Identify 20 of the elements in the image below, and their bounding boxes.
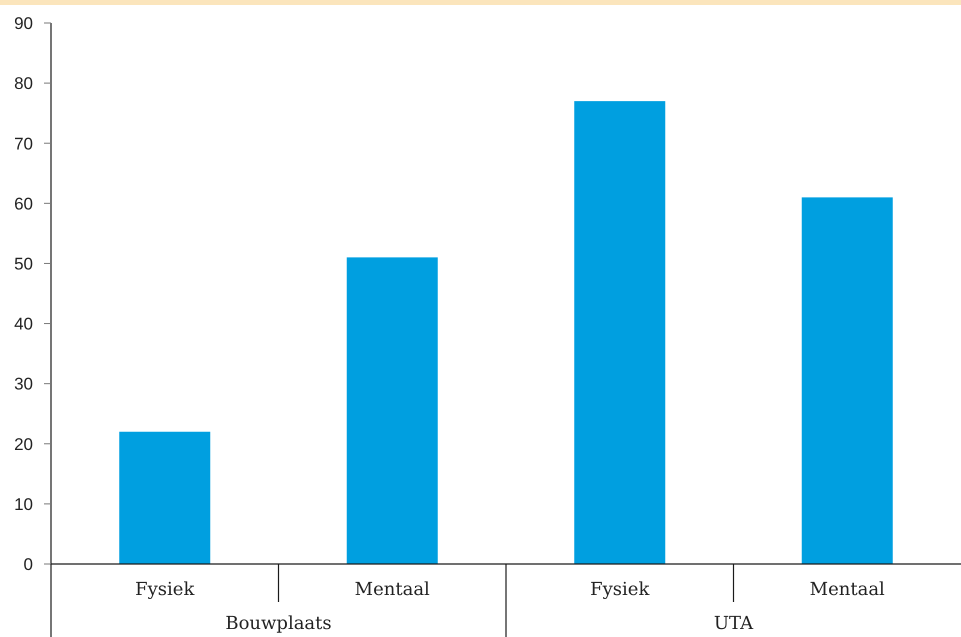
y-tick-label: 50 <box>14 254 33 274</box>
bar <box>346 257 438 564</box>
y-tick-label: 40 <box>14 314 33 334</box>
x-tick-label: Mentaal <box>810 578 886 600</box>
y-tick-label: 90 <box>14 14 33 34</box>
y-tick-label: 20 <box>14 434 33 454</box>
y-tick-label: 70 <box>14 134 33 154</box>
text: Bouwplaats <box>225 613 332 634</box>
x-tick-label: Fysiek <box>590 578 650 600</box>
y-tick-label: 10 <box>14 494 33 514</box>
y-tick-label: 80 <box>14 74 33 94</box>
bar <box>802 197 893 564</box>
text: UTA <box>714 613 754 634</box>
y-tick-label: 0 <box>24 555 33 574</box>
bar <box>574 101 666 564</box>
y-tick-label: 30 <box>14 374 33 394</box>
x-tick-label: Fysiek <box>135 578 196 600</box>
y-tick-label: 60 <box>14 194 33 214</box>
bar <box>119 432 210 564</box>
x-tick-label: Mentaal <box>354 578 430 600</box>
